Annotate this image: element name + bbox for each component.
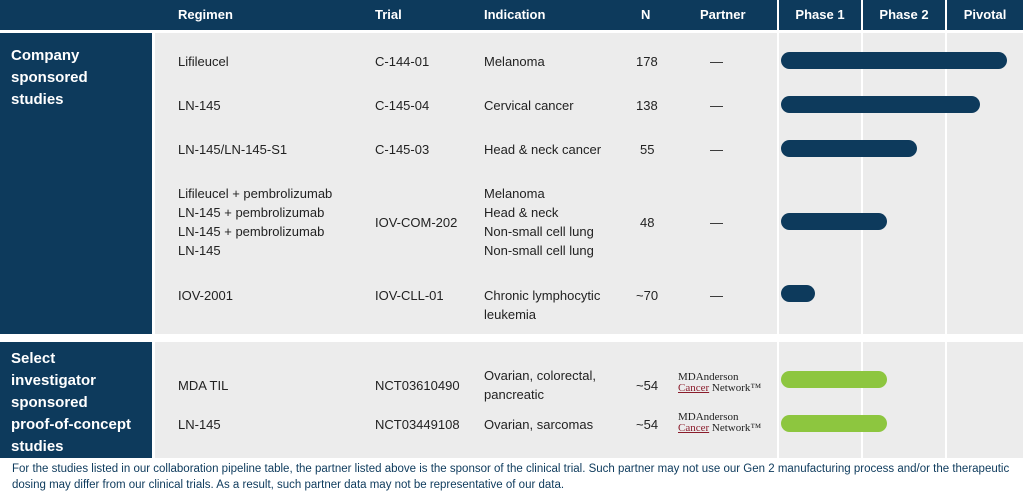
row-regimen: IOV-2001 <box>178 288 233 303</box>
row-regimen: Lifileucel <box>178 54 229 69</box>
company-studies-band <box>155 33 1023 334</box>
row-indication: Head & neck cancer <box>484 142 602 157</box>
phase-progress-bar <box>781 371 888 388</box>
row-n: 138 <box>636 98 658 113</box>
row-indication: Cervical cancer <box>484 98 574 113</box>
row-partner: — <box>710 215 723 230</box>
col-header-indication: Indication <box>484 7 546 22</box>
col-header-phase1: Phase 1 <box>777 0 861 30</box>
phase-progress-bar <box>781 96 980 113</box>
row-n: 48 <box>640 215 655 230</box>
row-indication: Ovarian, sarcomas <box>484 417 594 432</box>
row-partner: — <box>710 54 723 69</box>
row-indication: Melanoma <box>484 54 545 69</box>
pivotal-column <box>945 30 1023 458</box>
row-trial: C-144-01 <box>375 54 430 69</box>
row-regimen: LN-145 <box>178 417 221 432</box>
col-header-partner: Partner <box>700 7 746 22</box>
row-regimen: LN-145/LN-145-S1 <box>178 142 288 157</box>
phase1-column <box>777 30 861 458</box>
row-partner: — <box>710 288 723 303</box>
row-regimen: MDA TIL <box>178 378 229 393</box>
row-indication: Ovarian, colorectal, pancreatic <box>484 368 596 402</box>
phase-progress-bar <box>781 285 815 302</box>
row-trial: C-145-03 <box>375 142 430 157</box>
row-n: 55 <box>640 142 655 157</box>
phase-progress-bar <box>781 52 1007 69</box>
col-header-pivotal: Pivotal <box>945 0 1023 30</box>
row-trial: NCT03610490 <box>375 378 460 393</box>
row-trial: IOV-CLL-01 <box>375 288 444 303</box>
row-n: ~54 <box>636 417 659 432</box>
col-header-n: N <box>641 7 651 22</box>
row-indication: Chronic lymphocytic leukemia <box>484 288 601 322</box>
row-n: ~70 <box>636 288 659 303</box>
footnote: For the studies listed in our collaborat… <box>12 463 1010 491</box>
row-indication: Melanoma Head & neck Non-small cell lung… <box>484 186 594 258</box>
phase2-column <box>861 30 945 458</box>
row-trial: IOV-COM-202 <box>375 215 458 230</box>
section-company-sponsored: Company sponsored studies <box>0 33 152 334</box>
row-trial: NCT03449108 <box>375 417 460 432</box>
col-header-phase2: Phase 2 <box>861 0 945 30</box>
investigator-studies-band <box>155 342 1023 458</box>
row-trial: C-145-04 <box>375 98 430 113</box>
phase-progress-bar <box>781 213 888 230</box>
mdanderson-logo: MDAnderson Cancer Network™ <box>678 371 762 394</box>
table-header: Regimen Trial Indication N Partner Phase… <box>0 0 1023 30</box>
phase-progress-bar <box>781 415 888 432</box>
col-header-regimen: Regimen <box>178 7 233 22</box>
row-regimen: Lifileucel + pembrolizumab LN-145 + pemb… <box>178 186 333 258</box>
row-regimen: LN-145 <box>178 98 221 113</box>
phase-progress-bar <box>781 140 917 157</box>
row-n: ~54 <box>636 378 659 393</box>
col-header-trial: Trial <box>375 7 402 22</box>
row-partner: — <box>710 98 723 113</box>
section-investigator-sponsored: Select investigator sponsored proof-of-c… <box>0 342 152 458</box>
row-n: 178 <box>636 54 658 69</box>
mdanderson-logo: MDAnderson Cancer Network™ <box>678 411 762 434</box>
row-partner: — <box>710 142 723 157</box>
